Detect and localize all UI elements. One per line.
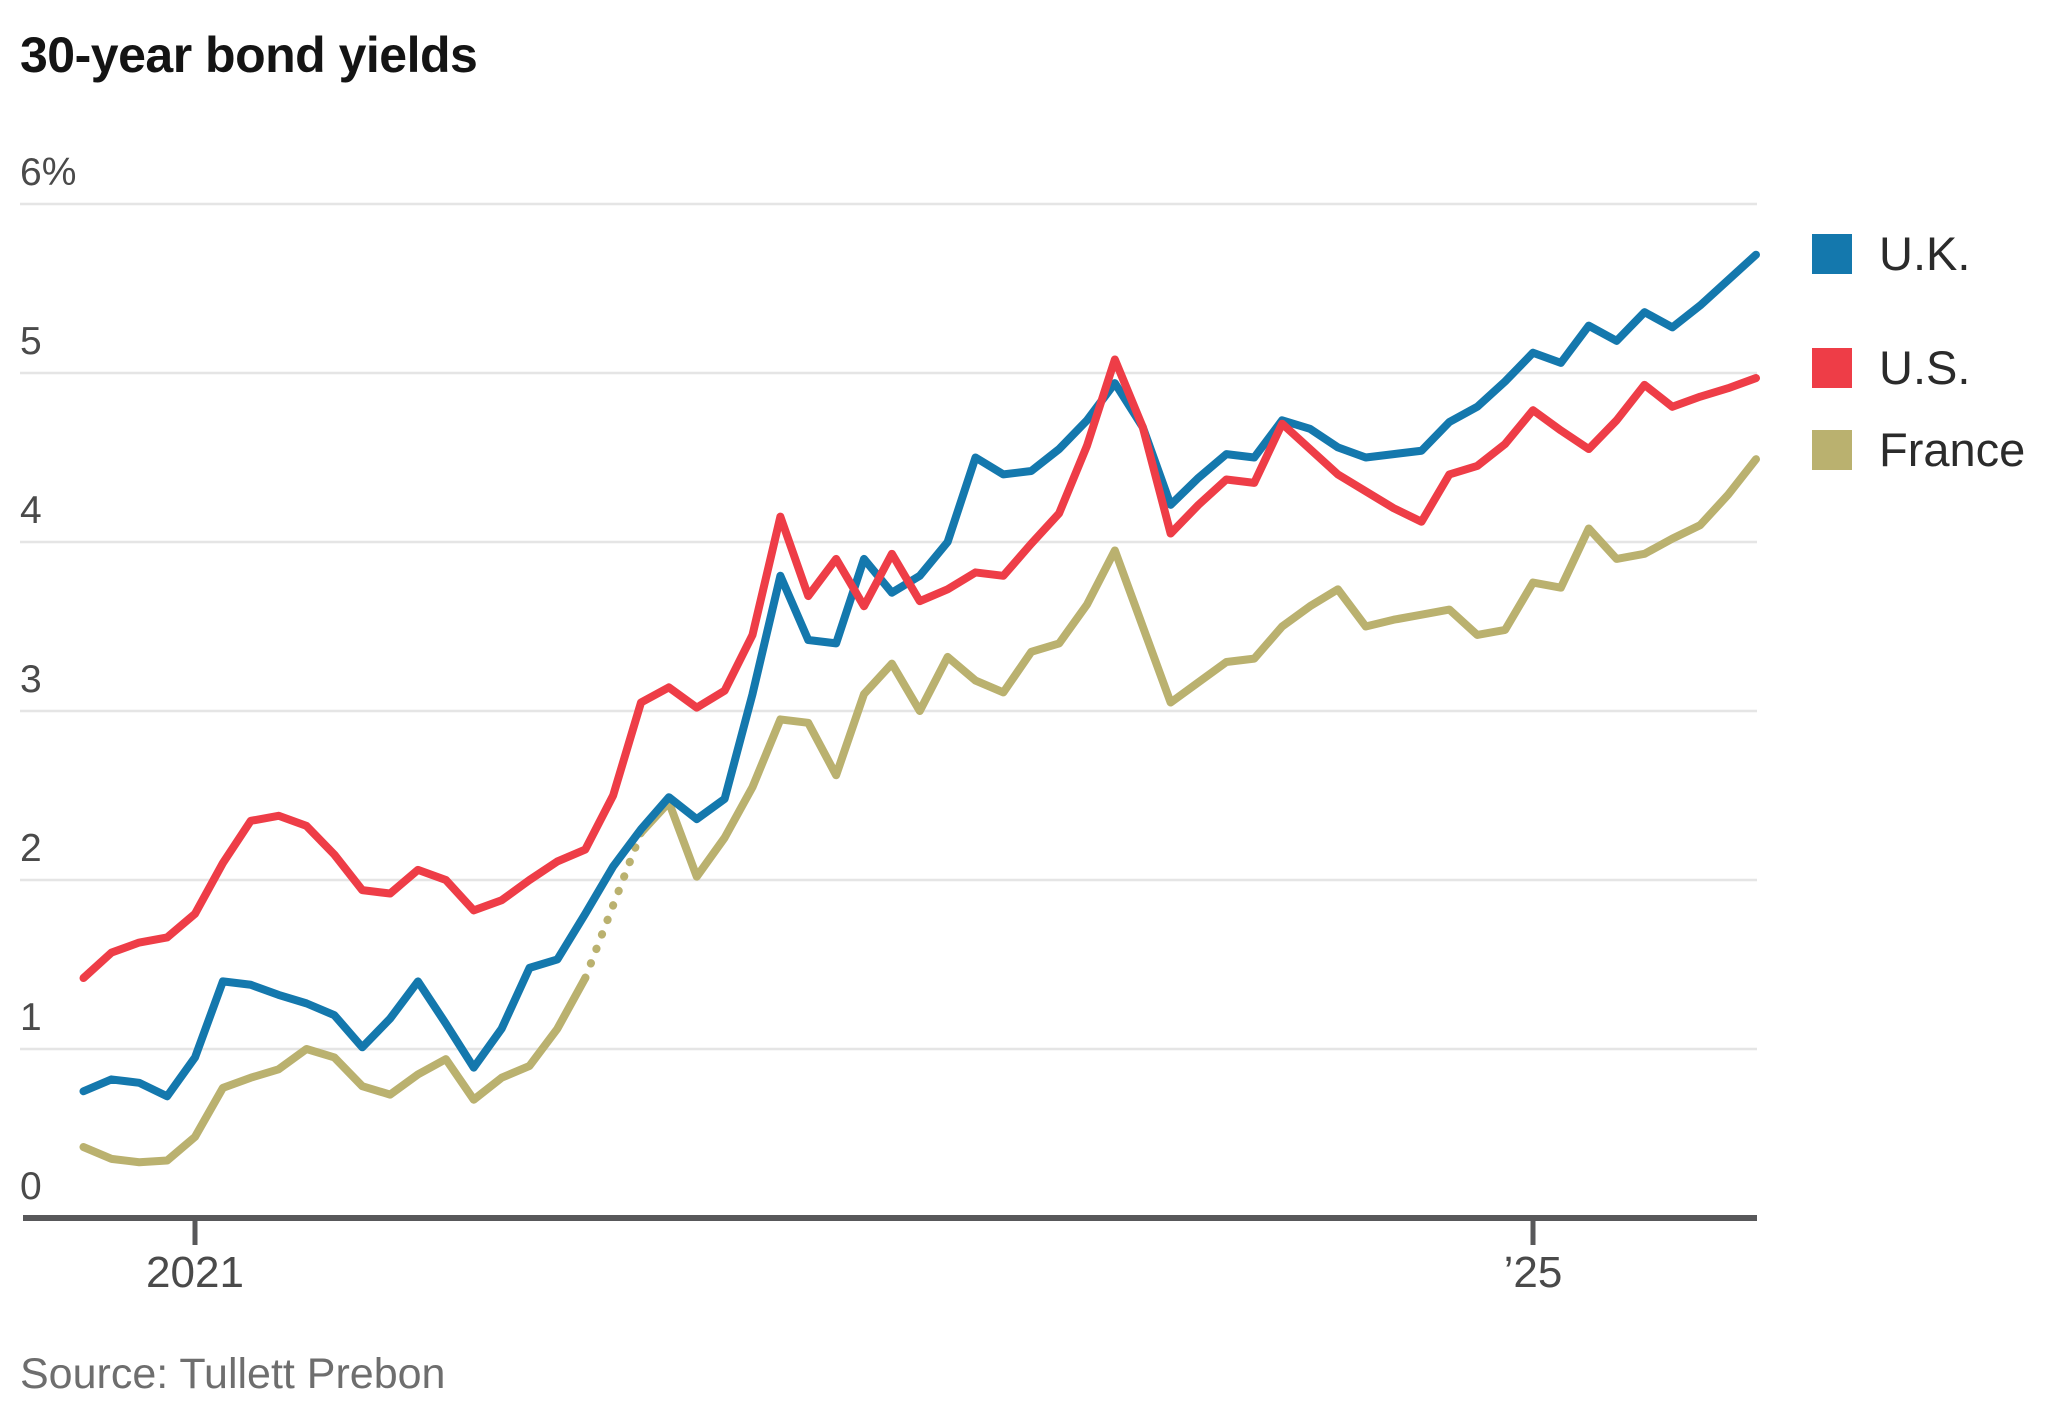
- legend-item-france: France: [1812, 426, 2025, 474]
- y-axis-label: 5: [20, 320, 42, 363]
- source-credit: Source: Tullett Prebon: [20, 1350, 446, 1398]
- series-line-us: [79, 355, 1760, 983]
- y-axis-label: 4: [20, 489, 42, 532]
- x-axis-label: 2021: [146, 1248, 244, 1297]
- y-axis-label: 1: [20, 996, 42, 1039]
- legend-label-uk: U.K.: [1879, 227, 1971, 280]
- y-axis-label: 2: [20, 827, 42, 870]
- us-color-swatch: [1812, 348, 1852, 388]
- y-axis-label: 0: [20, 1165, 42, 1208]
- series-line-france: [79, 974, 590, 1167]
- legend-label-us: U.S.: [1879, 341, 1971, 394]
- france-color-swatch: [1812, 430, 1852, 470]
- legend-label-france: France: [1879, 423, 2026, 476]
- series-line-uk: [79, 250, 1760, 1101]
- chart-title: 30-year bond yields: [20, 27, 478, 83]
- y-axis-label: 6%: [20, 151, 77, 194]
- legend-item-us: U.S.: [1812, 344, 1970, 392]
- legend-item-uk: U.K.: [1812, 230, 1970, 278]
- y-axis-label: 3: [20, 658, 42, 701]
- series-line-france: [637, 455, 1760, 881]
- series-line-france: [581, 828, 645, 983]
- uk-color-swatch: [1812, 234, 1852, 274]
- x-axis-label: ’25: [1503, 1248, 1563, 1297]
